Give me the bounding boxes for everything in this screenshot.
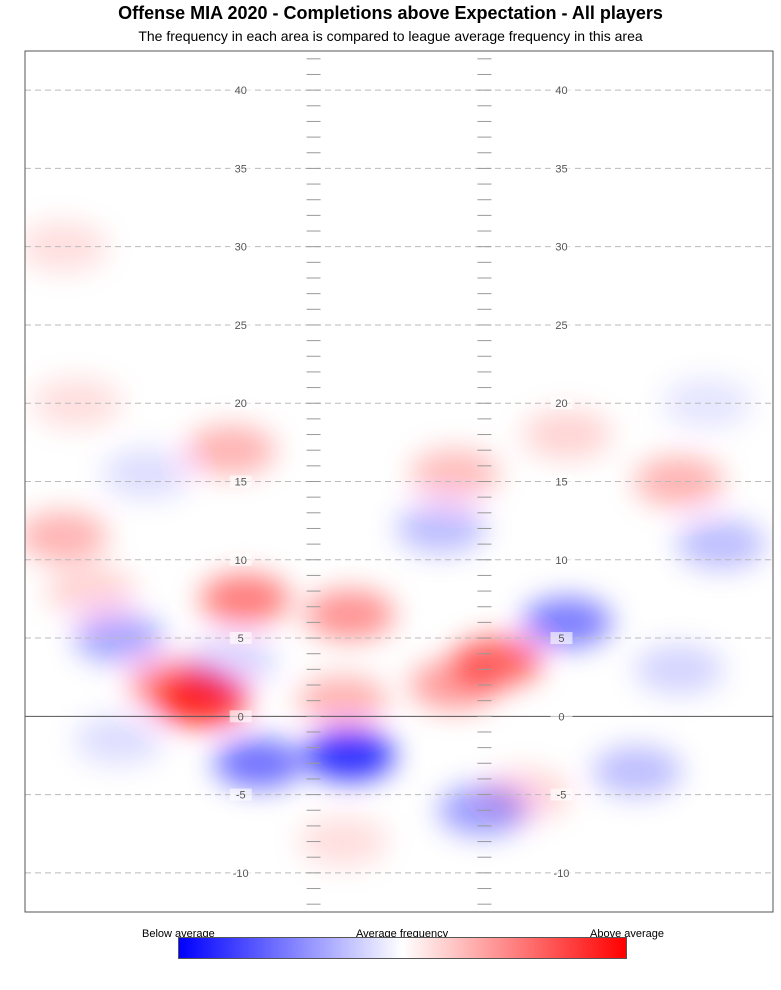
yard-label: 40 xyxy=(235,85,247,97)
heat-spot xyxy=(186,636,276,687)
heat-spot xyxy=(305,730,395,781)
yard-label: 0 xyxy=(238,711,244,723)
chart-subtitle: The frequency in each area is compared t… xyxy=(138,28,643,44)
yard-label-bg xyxy=(550,710,573,723)
heat-spot xyxy=(592,746,682,797)
heat-spot xyxy=(522,597,612,648)
yard-label-bg xyxy=(229,475,252,488)
yard-label-bg xyxy=(550,788,573,801)
yard-label-bg xyxy=(550,84,573,97)
heat-spot xyxy=(186,425,276,476)
heat-spot xyxy=(25,221,108,272)
heat-spot xyxy=(410,448,500,499)
heat-spot xyxy=(298,816,388,867)
yard-label-bg xyxy=(550,632,573,645)
yard-label: 10 xyxy=(555,555,567,567)
yard-labels: 40 40 35 35 30 30 25 25 20 20 15 15 10 10 5 5 0 0 -5 -5 -10 -… xyxy=(229,84,573,880)
yard-label: -10 xyxy=(233,868,249,880)
heat-spot xyxy=(46,566,136,617)
yard-label-bg xyxy=(229,240,252,253)
yard-label: 15 xyxy=(555,477,567,489)
legend-color-bar xyxy=(178,937,627,959)
yard-label-bg xyxy=(550,318,573,331)
yard-label: 20 xyxy=(555,398,567,410)
plot-border xyxy=(24,50,774,913)
yard-label: 25 xyxy=(235,320,247,332)
yard-label-bg xyxy=(229,162,252,175)
yard-label-bg xyxy=(229,553,252,566)
hash-marks xyxy=(306,58,492,905)
yard-label-bg xyxy=(550,162,573,175)
yard-label-bg xyxy=(550,240,573,253)
heat-spot xyxy=(102,448,192,499)
yard-label-bg xyxy=(550,475,573,488)
heat-spot xyxy=(522,409,612,460)
heat-spot xyxy=(305,589,395,640)
yard-label-bg xyxy=(229,84,252,97)
heat-spot xyxy=(214,738,304,789)
yard-label-bg xyxy=(229,397,252,410)
yard-label: 5 xyxy=(238,633,244,645)
heat-spot xyxy=(200,573,290,624)
yard-label: 40 xyxy=(555,85,567,97)
yard-label: -10 xyxy=(554,868,570,880)
heat-spot xyxy=(410,659,500,711)
yard-label: 25 xyxy=(555,320,567,332)
yard-label: 0 xyxy=(558,711,564,723)
yard-label: 30 xyxy=(555,242,567,254)
heat-spot xyxy=(634,644,724,695)
yard-label: 35 xyxy=(555,163,567,175)
yard-label-bg xyxy=(229,632,252,645)
heat-spot xyxy=(298,675,388,726)
yard-label-bg xyxy=(550,397,573,410)
field-heatmap: 40 40 35 35 30 30 25 25 20 20 15 15 10 10 5 5 0 0 -5 -5 -10 -… xyxy=(24,50,774,913)
yard-label: 35 xyxy=(235,163,247,175)
yard-label-bg xyxy=(229,318,252,331)
yard-label: -5 xyxy=(557,790,567,802)
yard-label: 20 xyxy=(235,398,247,410)
yard-label-bg xyxy=(229,788,252,801)
heat-spot xyxy=(74,714,164,765)
heat-spot xyxy=(676,519,766,570)
yard-label: 10 xyxy=(235,555,247,567)
yard-label: 15 xyxy=(235,477,247,489)
yard-label: 30 xyxy=(235,242,247,254)
yard-label-bg xyxy=(550,866,573,879)
yard-label-bg xyxy=(229,710,252,723)
heat-layer xyxy=(25,221,766,867)
yard-label: 5 xyxy=(558,633,564,645)
heat-spot xyxy=(396,503,486,554)
gridlines xyxy=(25,89,773,874)
yard-label-bg xyxy=(229,866,252,879)
yard-label: -5 xyxy=(236,790,246,802)
heat-spot xyxy=(25,511,108,562)
chart-title: Offense MIA 2020 - Completions above Exp… xyxy=(118,3,663,23)
yard-label-bg xyxy=(550,553,573,566)
